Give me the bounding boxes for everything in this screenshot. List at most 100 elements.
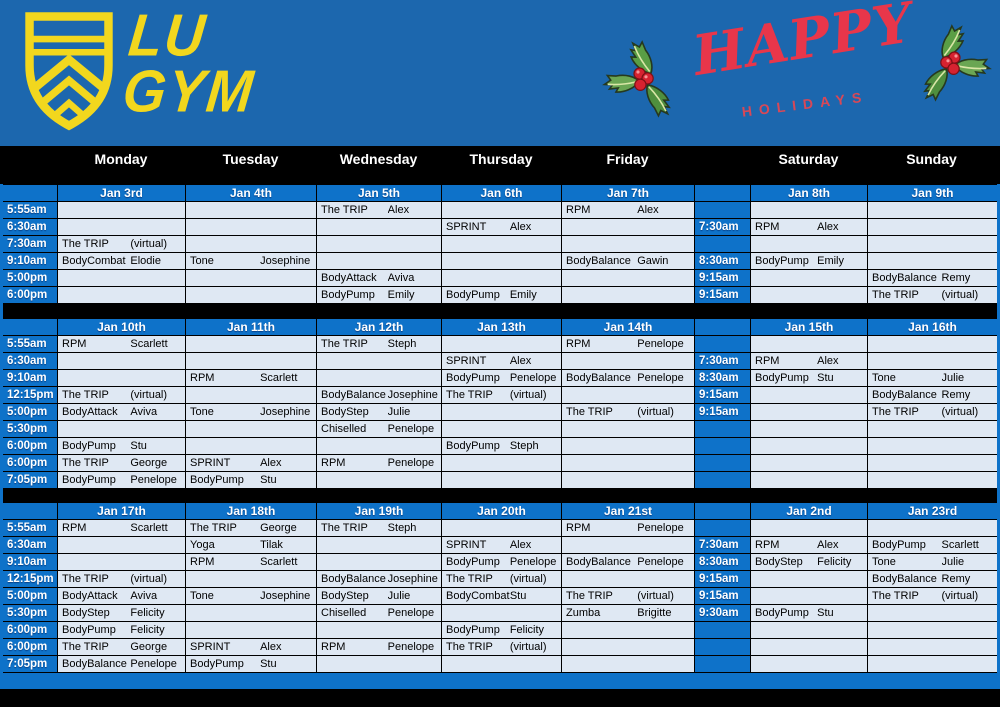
date-header: Jan 7th (562, 185, 694, 201)
class-name: The TRIP (62, 389, 109, 401)
class-cell: The TRIP (virtual) (868, 588, 997, 604)
class-name: BodyPump (321, 289, 375, 301)
date-header: Jan 17th (58, 503, 185, 519)
empty-cell (562, 270, 694, 286)
empty-cell (868, 336, 997, 352)
instructor-name: (virtual) (509, 573, 547, 585)
empty-cell (751, 287, 867, 303)
class-cell: The TRIP (virtual) (58, 236, 185, 252)
class-name: The TRIP (446, 641, 493, 653)
empty-cell (868, 353, 997, 369)
class-name: Tone (872, 556, 896, 568)
time-cell: 6:00pm (3, 287, 57, 303)
class-cell: RPM Penelope (562, 520, 694, 536)
instructor-name: Aviva (130, 406, 158, 418)
class-cell: BodyPump Stu (58, 438, 185, 454)
instructor-name: Stu (817, 607, 834, 619)
instructor-name: Penelope (387, 457, 435, 469)
date-row-spacer (3, 185, 57, 201)
instructor-name: Penelope (509, 556, 557, 568)
week-separator (3, 304, 997, 318)
gym-logo-line2: GYM (119, 57, 259, 125)
class-name: Chiselled (321, 423, 367, 435)
holiday-greeting-title: HAPPY (688, 0, 918, 88)
instructor-name: Emily (509, 289, 537, 301)
empty-cell (868, 253, 997, 269)
class-name: BodyPump (62, 440, 116, 452)
instructor-name: Steph (387, 338, 417, 350)
class-name: RPM (190, 556, 215, 568)
instructor-name: Felicity (130, 607, 165, 619)
instructor-name: Scarlett (130, 522, 168, 534)
instructor-name: (virtual) (509, 389, 547, 401)
class-name: BodyPump (62, 474, 116, 486)
time-cell: 9:10am (3, 370, 57, 386)
instructor-name: Josephine (260, 255, 311, 267)
instructor-name: Penelope (637, 556, 684, 568)
empty-cell (868, 605, 997, 621)
class-cell: RPM Scarlett (58, 520, 185, 536)
empty-cell (562, 622, 694, 638)
time-cell: 6:00pm (3, 622, 57, 638)
class-name: RPM (755, 355, 780, 367)
instructor-name: Elodie (130, 255, 161, 267)
class-name: The TRIP (62, 573, 109, 585)
date-header: Jan 21st (562, 503, 694, 519)
class-cell: BodyStep Julie (317, 404, 441, 420)
class-cell: RPM Scarlett (186, 370, 316, 386)
instructor-name: Penelope (387, 607, 435, 619)
class-name: BodyBalance (321, 389, 386, 401)
class-name: BodyCombat (446, 590, 510, 602)
class-name: BodyPump (755, 372, 809, 384)
class-name: BodyPump (446, 440, 500, 452)
empty-cell (442, 253, 561, 269)
empty-cell (751, 438, 867, 454)
weekend-time-cell: 9:15am (695, 571, 750, 587)
empty-cell (317, 554, 441, 570)
class-cell: BodyPump Emily (442, 287, 561, 303)
empty-cell (562, 236, 694, 252)
class-name: The TRIP (872, 406, 919, 418)
class-cell: BodyPump Stu (186, 656, 316, 672)
instructor-name: Felicity (817, 556, 852, 568)
holly-sprig-icon (602, 40, 671, 118)
class-name: The TRIP (446, 573, 493, 585)
class-cell: The TRIP (virtual) (562, 404, 694, 420)
empty-cell (186, 421, 316, 437)
weekend-time-cell (695, 639, 750, 655)
class-name: The TRIP (62, 641, 109, 653)
instructor-name: (virtual) (130, 238, 168, 250)
weekend-time-cell (695, 421, 750, 437)
class-cell: The TRIP George (186, 520, 316, 536)
empty-cell (751, 202, 867, 218)
time-cell: 5:55am (3, 336, 57, 352)
class-name: BodyPump (190, 474, 244, 486)
class-cell: BodyPump Scarlett (868, 537, 997, 553)
holiday-greeting-subtitle: HOLIDAYS (740, 88, 870, 120)
class-cell: BodyPump Felicity (58, 622, 185, 638)
empty-cell (751, 588, 867, 604)
instructor-name: Scarlett (260, 556, 298, 568)
class-cell: Chiselled Penelope (317, 421, 441, 437)
weekend-time-cell (695, 472, 750, 488)
date-row-spacer (695, 319, 750, 335)
schedule-body: Jan 3rd Jan 4th Jan 5th Jan 6th Jan 7th Jan 8… (0, 184, 1000, 673)
instructor-name: Remy (941, 573, 971, 585)
class-cell: RPM Alex (562, 202, 694, 218)
instructor-name: Scarlett (941, 539, 979, 551)
weekend-time-cell: 9:15am (695, 387, 750, 403)
empty-cell (442, 421, 561, 437)
instructor-name: Penelope (387, 423, 435, 435)
weekend-time-cell (695, 455, 750, 471)
class-name: BodyStep (62, 607, 110, 619)
empty-cell (186, 353, 316, 369)
weekend-time-cell (695, 656, 750, 672)
date-header: Jan 4th (186, 185, 316, 201)
empty-cell (751, 656, 867, 672)
empty-cell (751, 520, 867, 536)
instructor-name: Josephine (387, 573, 438, 585)
class-cell: Tone Josephine (186, 253, 316, 269)
week-block-3: Jan 17th Jan 18th Jan 19th Jan 20th Jan 21st… (3, 502, 997, 673)
empty-cell (317, 253, 441, 269)
empty-cell (442, 656, 561, 672)
